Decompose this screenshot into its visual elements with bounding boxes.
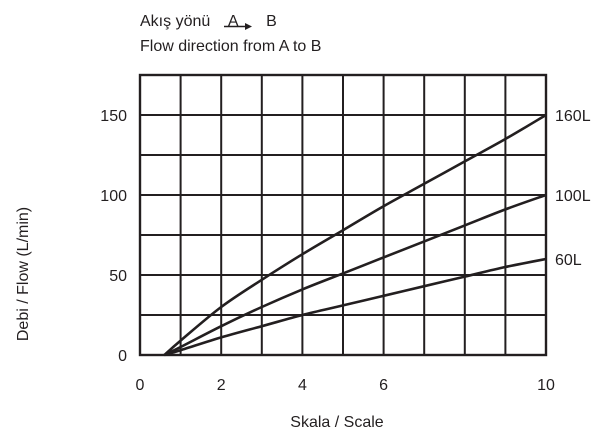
- x-tick-label: 0: [136, 377, 145, 394]
- flow-direction-label-tr: Akış yönü A B: [140, 13, 277, 30]
- flow-arrow-head: [245, 23, 252, 30]
- y-tick-label: 150: [100, 108, 127, 125]
- series-label-160l: 160L: [555, 108, 591, 125]
- x-tick-label: 2: [217, 377, 226, 394]
- series-labels: 160L 100L 60L: [555, 108, 591, 269]
- series-line-160l: [163, 113, 547, 356]
- series-label-60l: 60L: [555, 252, 582, 269]
- flow-direction-word: Akış yönü: [140, 13, 210, 30]
- series-line-100l: [163, 193, 547, 357]
- flow-direction-label-en: Flow direction from A to B: [140, 38, 321, 55]
- series-lines: [163, 113, 547, 357]
- x-tick-label: 4: [298, 377, 307, 394]
- y-tick-label: 100: [100, 188, 127, 205]
- y-tick-label: 0: [118, 348, 127, 365]
- flow-from-label: A: [228, 13, 239, 30]
- x-axis-ticks: 0 2 4 6 10: [136, 377, 555, 394]
- series-line-60l: [164, 257, 547, 357]
- x-axis-title: Skala / Scale: [290, 414, 383, 431]
- x-tick-label: 6: [379, 377, 388, 394]
- x-tick-label: 10: [537, 377, 555, 394]
- y-axis-title: Debi / Flow (L/min): [15, 207, 32, 341]
- y-axis-ticks: 0 50 100 150: [100, 108, 127, 365]
- y-tick-label: 50: [109, 268, 127, 285]
- grid: [138, 73, 548, 357]
- series-label-100l: 100L: [555, 188, 591, 205]
- flow-to-label: B: [266, 13, 277, 30]
- plot-frame: [138, 73, 548, 357]
